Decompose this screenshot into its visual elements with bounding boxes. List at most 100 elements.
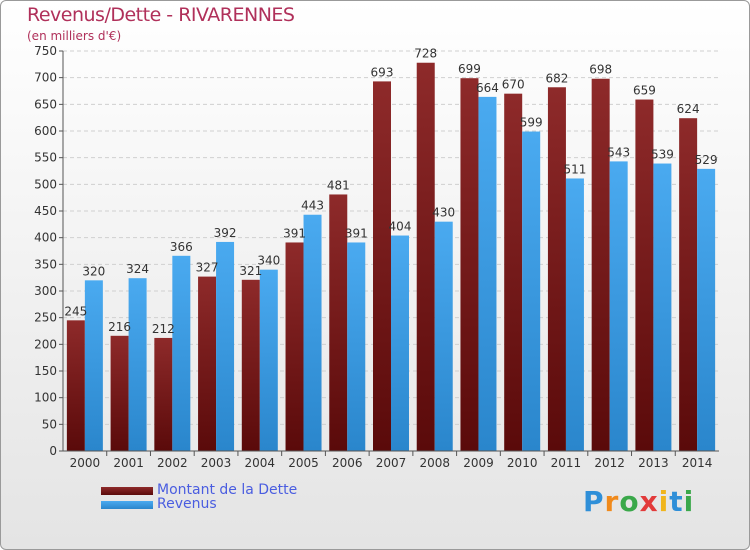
legend-label-revenue: Revenus <box>157 496 217 512</box>
logo-letter: t <box>669 485 684 518</box>
x-tick-label: 2001 <box>113 456 144 470</box>
data-label-debt: 698 <box>589 63 612 77</box>
y-tick-label: 50 <box>42 417 57 431</box>
data-label-debt: 216 <box>108 320 131 334</box>
x-tick-label: 2005 <box>288 456 319 470</box>
bar-debt <box>241 279 260 451</box>
bar-revenue <box>347 242 366 451</box>
data-label-revenue: 404 <box>389 220 412 234</box>
bar-debt <box>547 87 566 452</box>
proxiti-logo: Proxiti <box>583 485 694 518</box>
logo-letter: o <box>619 485 640 518</box>
y-tick-label: 600 <box>34 124 57 138</box>
y-tick-label: 750 <box>34 44 57 58</box>
logo-letter: r <box>604 485 620 518</box>
y-tick-label: 650 <box>34 97 57 111</box>
bar-debt <box>154 337 173 451</box>
y-tick-label: 500 <box>34 177 57 191</box>
data-label-revenue: 529 <box>695 153 718 167</box>
bar-revenue <box>391 235 409 451</box>
data-label-debt: 624 <box>677 102 700 116</box>
data-label-debt: 659 <box>633 84 656 98</box>
bar-revenue <box>565 178 584 451</box>
bar-revenue <box>697 168 716 451</box>
legend-label-debt: Montant de la Dette <box>157 482 298 498</box>
data-label-revenue: 539 <box>651 148 674 162</box>
x-tick-label: 2011 <box>551 456 582 470</box>
bar-debt <box>635 99 654 452</box>
logo-letter: x <box>639 485 659 518</box>
bar-debt <box>591 78 610 451</box>
data-label-revenue: 324 <box>126 262 149 276</box>
bar-debt <box>504 93 523 452</box>
bar-revenue <box>522 131 541 452</box>
data-label-revenue: 366 <box>170 240 193 254</box>
bar-debt <box>198 276 217 451</box>
x-tick-label: 2014 <box>682 456 713 470</box>
y-tick-label: 250 <box>34 311 57 325</box>
x-tick-label: 2009 <box>463 456 494 470</box>
x-tick-label: 2012 <box>594 456 625 470</box>
legend-swatch-revenue <box>101 501 153 509</box>
data-label-revenue: 599 <box>520 116 543 130</box>
x-tick-label: 2006 <box>332 456 363 470</box>
bar-debt <box>460 78 479 451</box>
data-label-debt: 212 <box>152 322 175 336</box>
data-label-debt: 327 <box>196 261 219 275</box>
x-tick-label: 2013 <box>638 456 669 470</box>
legend-swatch-debt <box>101 487 153 495</box>
x-tick-label: 2002 <box>157 456 188 470</box>
bar-debt <box>416 62 435 451</box>
bar-debt <box>329 194 348 451</box>
data-label-revenue: 391 <box>345 226 368 240</box>
y-tick-label: 400 <box>34 231 57 245</box>
bar-debt <box>110 335 129 451</box>
data-label-debt: 670 <box>502 78 525 92</box>
data-label-debt: 245 <box>64 304 87 318</box>
bar-revenue <box>216 241 235 451</box>
x-tick-label: 2007 <box>376 456 407 470</box>
bar-revenue <box>303 214 322 451</box>
bar-revenue <box>259 269 278 451</box>
data-label-debt: 391 <box>283 226 306 240</box>
x-tick-label: 2000 <box>70 456 101 470</box>
bar-revenue <box>609 161 628 451</box>
x-tick-label: 2003 <box>201 456 232 470</box>
chart-title: Revenus/Dette - RIVARENNES <box>27 4 295 26</box>
data-label-debt: 693 <box>371 65 394 79</box>
y-tick-label: 200 <box>34 337 57 351</box>
y-tick-label: 300 <box>34 284 57 298</box>
bar-revenue <box>84 280 103 451</box>
bar-revenue <box>478 96 497 451</box>
data-label-revenue: 511 <box>563 162 586 176</box>
y-tick-label: 350 <box>34 257 57 271</box>
y-tick-label: 150 <box>34 364 57 378</box>
data-label-debt: 321 <box>239 264 262 278</box>
x-tick-label: 2004 <box>245 456 276 470</box>
y-tick-label: 550 <box>34 151 57 165</box>
bar-debt <box>285 242 304 451</box>
data-label-revenue: 443 <box>301 199 324 213</box>
data-label-debt: 481 <box>327 178 350 192</box>
bar-revenue <box>172 255 191 451</box>
logo-letter: i <box>683 485 695 518</box>
logo-letter: P <box>583 485 605 518</box>
y-tick-label: 450 <box>34 204 57 218</box>
data-label-revenue: 340 <box>257 254 280 268</box>
data-label-revenue: 430 <box>432 206 455 220</box>
bar-debt <box>373 81 391 452</box>
logo-letter: i <box>658 485 670 518</box>
data-label-revenue: 664 <box>476 81 499 95</box>
x-tick-label: 2010 <box>507 456 538 470</box>
data-label-debt: 682 <box>545 71 568 85</box>
data-label-revenue: 392 <box>214 226 237 240</box>
data-label-revenue: 320 <box>82 264 105 278</box>
chart-subtitle: (en milliers d'€) <box>27 29 122 43</box>
x-tick-label: 2008 <box>419 456 450 470</box>
data-label-debt: 728 <box>414 47 437 61</box>
bar-debt <box>66 320 85 451</box>
bar-revenue <box>434 221 453 451</box>
data-label-debt: 699 <box>458 62 481 76</box>
